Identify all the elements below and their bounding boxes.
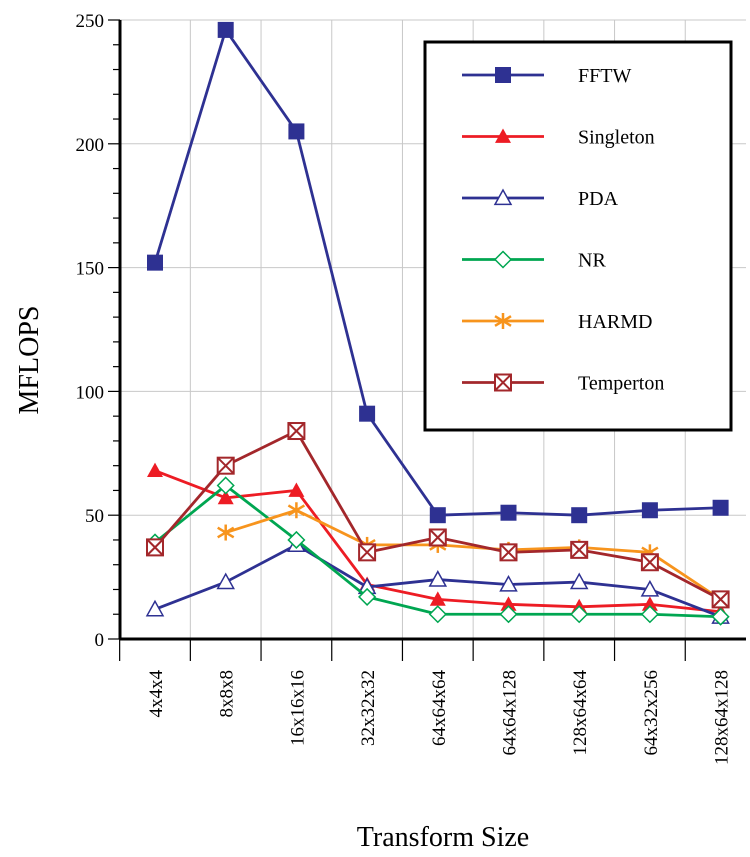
x-axis-title: Transform Size bbox=[357, 822, 529, 853]
data-point-temperton bbox=[428, 528, 447, 547]
series-line-harmd bbox=[225, 508, 722, 601]
legend-marker-harmd bbox=[494, 313, 512, 329]
legend: FFTW Singleton PDA NR HARMD Temperton bbox=[423, 40, 733, 432]
x-tick-label: 16x16x16 bbox=[287, 670, 308, 746]
data-point-fftw bbox=[288, 123, 305, 140]
series-group bbox=[145, 21, 730, 626]
data-point-nr bbox=[358, 587, 377, 606]
data-point-fftw bbox=[641, 502, 658, 519]
data-point-temperton bbox=[287, 422, 306, 441]
data-point-pda bbox=[499, 574, 518, 592]
x-tick-label: 128x64x64 bbox=[570, 670, 591, 756]
data-point-fftw bbox=[359, 405, 376, 422]
x-tick-label: 64x64x128 bbox=[500, 670, 521, 756]
data-point-temperton bbox=[711, 590, 730, 609]
data-point-nr bbox=[570, 605, 589, 624]
data-point-fftw bbox=[571, 507, 588, 524]
data-point-singleton bbox=[641, 596, 658, 611]
x-ticks: 4x4x4 8x8x8 16x16x16 32x32x32 64x64x64 64x64x… bbox=[119, 639, 733, 765]
axes bbox=[118, 20, 746, 641]
legend-box bbox=[423, 40, 733, 432]
data-point-temperton bbox=[216, 456, 235, 475]
legend-label-temperton: Temperton bbox=[578, 373, 664, 395]
legend-label-fftw: FFTW bbox=[578, 65, 631, 87]
data-point-singleton bbox=[500, 596, 517, 611]
legend-label-harmd: HARMD bbox=[578, 311, 652, 333]
data-point-temperton bbox=[358, 543, 377, 562]
y-tick-label: 150 bbox=[76, 259, 105, 280]
data-point-temperton bbox=[146, 538, 164, 557]
legend-marker-singleton bbox=[495, 128, 511, 143]
data-point-singleton bbox=[288, 482, 305, 497]
legend-marker-nr bbox=[493, 250, 513, 269]
x-tick-label: 4x4x4 bbox=[146, 670, 167, 718]
legend-label-singleton: Singleton bbox=[578, 127, 655, 149]
data-point-fftw bbox=[147, 254, 163, 271]
y-tick-label: 250 bbox=[76, 11, 105, 32]
data-point-nr bbox=[711, 607, 730, 626]
x-tick-label: 32x32x32 bbox=[358, 670, 379, 746]
y-tick-label: 50 bbox=[85, 506, 104, 527]
legend-marker-pda bbox=[493, 188, 513, 206]
x-tick-label: 8x8x8 bbox=[217, 670, 238, 718]
x-tick-label: 64x32x256 bbox=[641, 670, 662, 756]
data-point-pda bbox=[428, 570, 448, 587]
data-point-fftw bbox=[217, 21, 234, 38]
data-point-nr bbox=[287, 530, 306, 550]
y-tick-label: 100 bbox=[76, 382, 105, 403]
legend-marker-fftw bbox=[495, 67, 511, 83]
data-point-pda bbox=[569, 572, 589, 590]
data-point-temperton bbox=[499, 543, 518, 562]
data-point-temperton bbox=[640, 553, 659, 572]
legend-label-pda: PDA bbox=[578, 188, 619, 210]
data-point-temperton bbox=[570, 540, 589, 559]
data-point-fftw bbox=[429, 507, 446, 524]
y-tick-label: 200 bbox=[76, 135, 105, 156]
y-tick-label: 0 bbox=[95, 630, 105, 651]
data-point-nr bbox=[216, 476, 235, 495]
y-axis-title: MFLOPS bbox=[14, 306, 45, 415]
x-tick-label: 64x64x64 bbox=[429, 670, 450, 747]
data-point-pda bbox=[640, 579, 660, 597]
data-point-pda bbox=[145, 599, 165, 617]
x-tick-label: 128x64x128 bbox=[712, 670, 733, 765]
data-point-fftw bbox=[500, 504, 517, 521]
legend-marker-temperton bbox=[494, 373, 512, 392]
data-point-fftw bbox=[712, 499, 729, 516]
data-point-singleton bbox=[217, 489, 234, 505]
data-point-singleton bbox=[147, 462, 163, 478]
data-point-harmd bbox=[217, 524, 235, 541]
data-point-nr bbox=[499, 605, 518, 624]
data-point-nr bbox=[428, 605, 447, 624]
y-ticks: 0 50 100 150 200 250 bbox=[76, 11, 120, 651]
data-point-nr bbox=[640, 605, 659, 624]
data-point-singleton bbox=[429, 591, 446, 606]
legend-label-nr: NR bbox=[578, 250, 606, 272]
data-point-harmd bbox=[287, 502, 306, 519]
data-point-pda bbox=[216, 572, 235, 590]
